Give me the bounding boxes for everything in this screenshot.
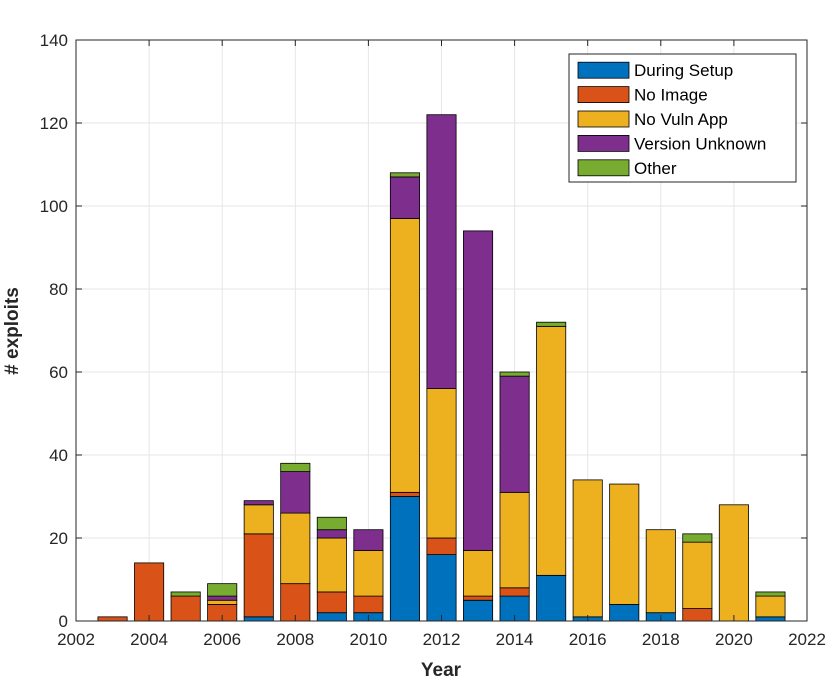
bar-segment bbox=[134, 562, 165, 622]
bar-segment bbox=[755, 591, 786, 597]
bar-segment bbox=[536, 574, 567, 622]
bar-segment bbox=[682, 608, 713, 622]
bar-segment bbox=[389, 172, 420, 178]
bar-segment bbox=[463, 550, 494, 597]
legend-swatch bbox=[577, 61, 630, 79]
bar-segment bbox=[353, 595, 384, 614]
bar-segment bbox=[97, 616, 128, 622]
legend-label: No Vuln App bbox=[634, 110, 728, 129]
bar-segment bbox=[463, 599, 494, 622]
y-tick-label: 20 bbox=[49, 529, 68, 548]
bar-segment bbox=[316, 529, 347, 539]
bar-segment bbox=[170, 595, 201, 622]
x-tick-label: 2002 bbox=[57, 630, 95, 649]
y-tick-label: 80 bbox=[49, 280, 68, 299]
bars bbox=[97, 114, 786, 622]
legend-swatch bbox=[577, 110, 630, 128]
legend-swatch bbox=[577, 86, 630, 103]
bar-segment bbox=[536, 325, 567, 576]
bar-segment bbox=[499, 587, 530, 597]
x-tick-label: 2020 bbox=[715, 630, 753, 649]
bar-segment bbox=[170, 591, 201, 597]
bar-segment bbox=[426, 388, 457, 539]
bar-segment bbox=[316, 537, 347, 593]
y-tick-label: 40 bbox=[49, 446, 68, 465]
bar-segment bbox=[316, 591, 347, 614]
x-tick-label: 2012 bbox=[423, 630, 461, 649]
bar-segment bbox=[280, 462, 311, 472]
bar-segment bbox=[243, 533, 274, 618]
bar-segment bbox=[755, 616, 786, 622]
bar-segment bbox=[243, 504, 274, 535]
x-tick-label: 2010 bbox=[349, 630, 387, 649]
bar-segment bbox=[389, 218, 420, 493]
bar-segment bbox=[499, 371, 530, 377]
x-tick-label: 2016 bbox=[569, 630, 607, 649]
legend-label: No Image bbox=[634, 86, 708, 105]
bar-segment bbox=[389, 176, 420, 219]
bar-segment bbox=[499, 375, 530, 493]
x-tick-label: 2008 bbox=[276, 630, 314, 649]
bar-segment bbox=[609, 483, 640, 605]
x-tick-label: 2006 bbox=[203, 630, 241, 649]
bar-segment bbox=[207, 583, 238, 597]
bar-segment bbox=[316, 612, 347, 622]
bar-segment bbox=[426, 554, 457, 622]
bar-segment bbox=[353, 550, 384, 597]
bar-segment bbox=[280, 512, 311, 585]
bar-segment bbox=[682, 533, 713, 543]
bar-segment bbox=[463, 230, 494, 551]
legend-label: During Setup bbox=[634, 61, 733, 80]
bar-segment bbox=[243, 616, 274, 622]
legend-swatch bbox=[577, 159, 630, 177]
bar-segment bbox=[207, 595, 238, 601]
x-tick-label: 2014 bbox=[496, 630, 534, 649]
bar-segment bbox=[609, 604, 640, 622]
legend-swatch bbox=[577, 134, 630, 152]
bar-segment bbox=[755, 595, 786, 618]
x-tick-label: 2004 bbox=[130, 630, 168, 649]
bar-segment bbox=[536, 321, 567, 327]
bar-segment bbox=[718, 504, 749, 622]
bar-segment bbox=[280, 471, 311, 514]
bar-segment bbox=[207, 599, 238, 605]
bar-segment bbox=[499, 491, 530, 589]
bar-segment bbox=[572, 479, 603, 618]
bar-segment bbox=[353, 529, 384, 551]
bar-segment bbox=[682, 541, 713, 609]
axes bbox=[75, 39, 808, 622]
x-axis-title: Year bbox=[421, 660, 462, 681]
tick-labels: 2002 2004 2006 2008 2010 2012 2014 2016 2018 2020… bbox=[40, 31, 826, 649]
bar-segment bbox=[389, 496, 420, 622]
y-axis-title: # exploits bbox=[2, 287, 23, 375]
bar-segment bbox=[389, 491, 420, 497]
legend-label: Other bbox=[634, 159, 677, 178]
legend-label: Version Unknown bbox=[634, 134, 766, 153]
y-tick-label: 100 bbox=[40, 197, 68, 216]
legend: During Setup No Image No Vuln App Version U… bbox=[568, 53, 797, 183]
y-tick-label: 140 bbox=[40, 31, 68, 50]
bar-segment bbox=[316, 516, 347, 531]
bar-segment bbox=[426, 114, 457, 389]
y-tick-label: 60 bbox=[49, 363, 68, 382]
bar-segment bbox=[243, 500, 274, 506]
x-tick-label: 2022 bbox=[788, 630, 826, 649]
bar-segment bbox=[645, 529, 676, 614]
y-tick-label: 120 bbox=[40, 114, 68, 133]
bar-segment bbox=[426, 537, 457, 556]
y-tick-label: 0 bbox=[59, 612, 68, 631]
bar-segment bbox=[463, 595, 494, 601]
x-tick-label: 2018 bbox=[642, 630, 680, 649]
